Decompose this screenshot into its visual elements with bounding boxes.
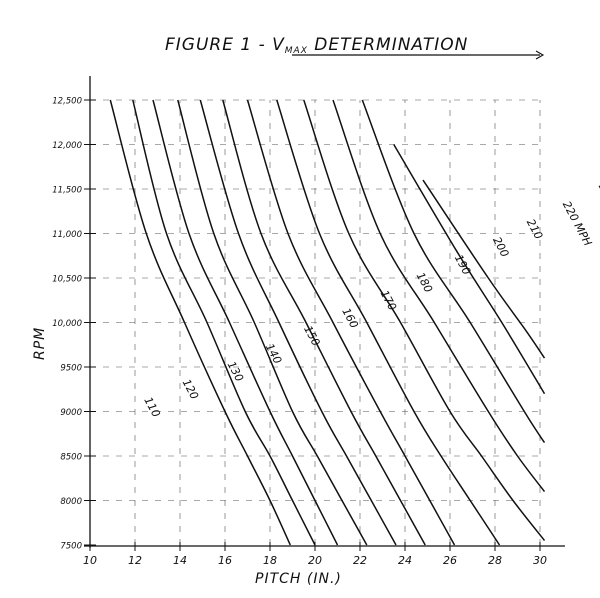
x-tick-label: 30 xyxy=(533,554,547,567)
curve-label: 150 xyxy=(301,324,322,349)
curve-label: 200 xyxy=(490,235,511,260)
curve-label: 170 xyxy=(378,288,399,313)
chart-title-prefix: FIGURE 1 - xyxy=(165,35,272,55)
x-tick-label: 10 xyxy=(83,554,97,567)
x-tick-label: 24 xyxy=(398,554,412,567)
x-tick-label: 18 xyxy=(263,554,277,567)
curve-label: 180 xyxy=(414,270,435,295)
y-tick-label: 11,000 xyxy=(52,230,82,240)
curve-110 xyxy=(109,99,291,546)
x-tick-label: 14 xyxy=(173,554,187,567)
curve-label: 230 xyxy=(596,181,600,206)
curve-140 xyxy=(177,99,368,546)
y-tick-label: 12,000 xyxy=(52,141,82,151)
y-tick-label: 8000 xyxy=(60,497,82,507)
y-tick-label: 7500 xyxy=(60,542,82,552)
chart-title-rest: DETERMINATION xyxy=(308,35,468,55)
curve-200 xyxy=(332,99,546,493)
curve-210 xyxy=(361,99,546,444)
y-tick-label: 9500 xyxy=(60,364,82,374)
curve-label: 160 xyxy=(339,306,360,331)
x-tick-label: 22 xyxy=(353,554,367,567)
curve-label: 120 xyxy=(180,377,201,402)
y-tick-label: 12,500 xyxy=(52,97,82,107)
curve-label: 220 MPH xyxy=(560,199,594,248)
chart-title: FIGURE 1 - VMAX DETERMINATION xyxy=(165,35,468,56)
y-tick-labels: 7500 8000 8500 9000 9500 10,000 10,500 11,000 11… xyxy=(52,97,96,552)
y-tick-label: 9000 xyxy=(60,408,82,418)
title-arrow xyxy=(535,50,545,60)
y-tick-label: 8500 xyxy=(60,453,82,463)
x-tick-label: 28 xyxy=(488,554,502,567)
curve-130 xyxy=(152,99,339,546)
x-tick-label: 20 xyxy=(308,554,322,567)
speed-curves xyxy=(109,99,546,546)
curve-150 xyxy=(199,99,397,546)
curve-label: 140 xyxy=(263,341,284,366)
curve-220 xyxy=(393,144,546,395)
curve-230 xyxy=(422,179,546,359)
curve-170 xyxy=(246,99,456,546)
y-tick-label: 11,500 xyxy=(52,186,82,196)
x-tick-label: 12 xyxy=(128,554,142,567)
curve-label: 110 xyxy=(141,395,162,420)
grid-layer xyxy=(90,99,545,545)
curve-190 xyxy=(303,99,546,541)
curve-label: 210 xyxy=(524,217,545,242)
y-axis-label: RPM xyxy=(32,327,48,360)
curve-160 xyxy=(222,99,426,546)
y-tick-label: 10,500 xyxy=(52,275,82,285)
x-tick-labels: 10 12 14 16 18 20 22 24 26 28 30 xyxy=(83,542,547,567)
x-tick-label: 26 xyxy=(443,554,457,567)
curve-120 xyxy=(132,99,316,546)
chart-title-sub: MAX xyxy=(285,46,308,56)
chart-title-v: V xyxy=(272,35,285,55)
x-axis-label: PITCH (IN.) xyxy=(255,571,342,587)
curve-180 xyxy=(276,99,501,546)
y-tick-label: 10,000 xyxy=(52,319,82,329)
x-tick-label: 16 xyxy=(218,554,232,567)
